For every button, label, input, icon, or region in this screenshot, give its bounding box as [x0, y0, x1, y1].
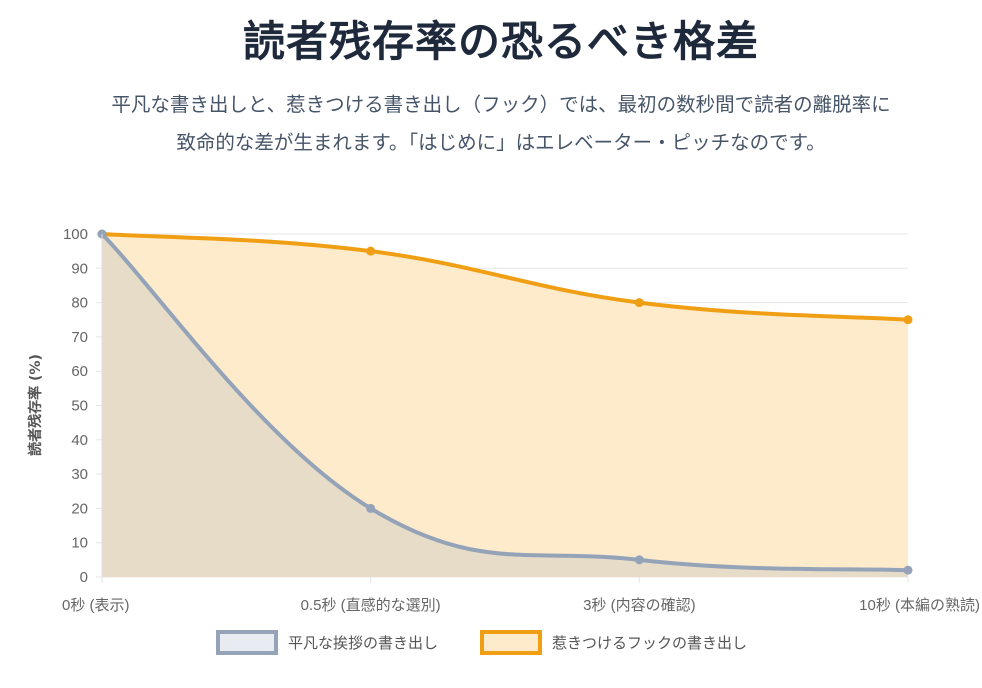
data-point: [634, 555, 644, 565]
y-tick-label: 50: [71, 398, 88, 415]
y-tick-label: 70: [71, 329, 88, 346]
legend-label-1: 惹きつけるフックの書き出し: [552, 634, 747, 652]
x-tick-label: 3秒 (内容の確認): [583, 597, 696, 614]
series-line-1: [101, 232, 909, 322]
y-tick-label: 10: [71, 535, 88, 552]
y-tick-label: 100: [63, 226, 88, 243]
legend-label-0: 平凡な挨拶の書き出し: [288, 634, 438, 652]
x-tick-label: 10秒 (本編の熟読): [859, 597, 980, 614]
y-tick-label: 0: [80, 569, 88, 586]
data-point: [903, 565, 913, 575]
x-tick-label: 0.5秒 (直感的な選別): [301, 597, 441, 614]
series-area-0: [102, 234, 908, 577]
y-tick-label: 30: [71, 466, 88, 483]
y-tick-label: 80: [71, 295, 88, 312]
y-tick-label: 20: [71, 500, 88, 517]
subtitle-line-2: 致命的な差が生まれます。「はじめに」はエレベーター・ピッチなのです。: [176, 131, 826, 154]
page-subtitle: 平凡な書き出しと、惹きつける書き出し（フック）では、最初の数秒間で読者の離脱率に…: [0, 86, 982, 162]
legend-swatch-0: [216, 630, 278, 655]
page-title: 読者残存率の恐るべき格差: [242, 17, 759, 66]
y-tick-label: 40: [71, 432, 88, 449]
data-point: [366, 246, 376, 256]
y-axis-label: 読者残存率 (%): [27, 354, 44, 456]
y-tick-label: 60: [71, 363, 88, 380]
data-point: [903, 315, 913, 325]
y-tick-label: 90: [71, 260, 88, 277]
legend-swatch-1: [480, 630, 542, 655]
x-tick-label: 0秒 (表示): [62, 597, 130, 614]
subtitle-line-1: 平凡な書き出しと、惹きつける書き出し（フック）では、最初の数秒間で読者の離脱率に: [111, 93, 891, 116]
series-line-0: [100, 232, 909, 573]
data-point: [634, 298, 644, 308]
data-point: [366, 503, 376, 513]
